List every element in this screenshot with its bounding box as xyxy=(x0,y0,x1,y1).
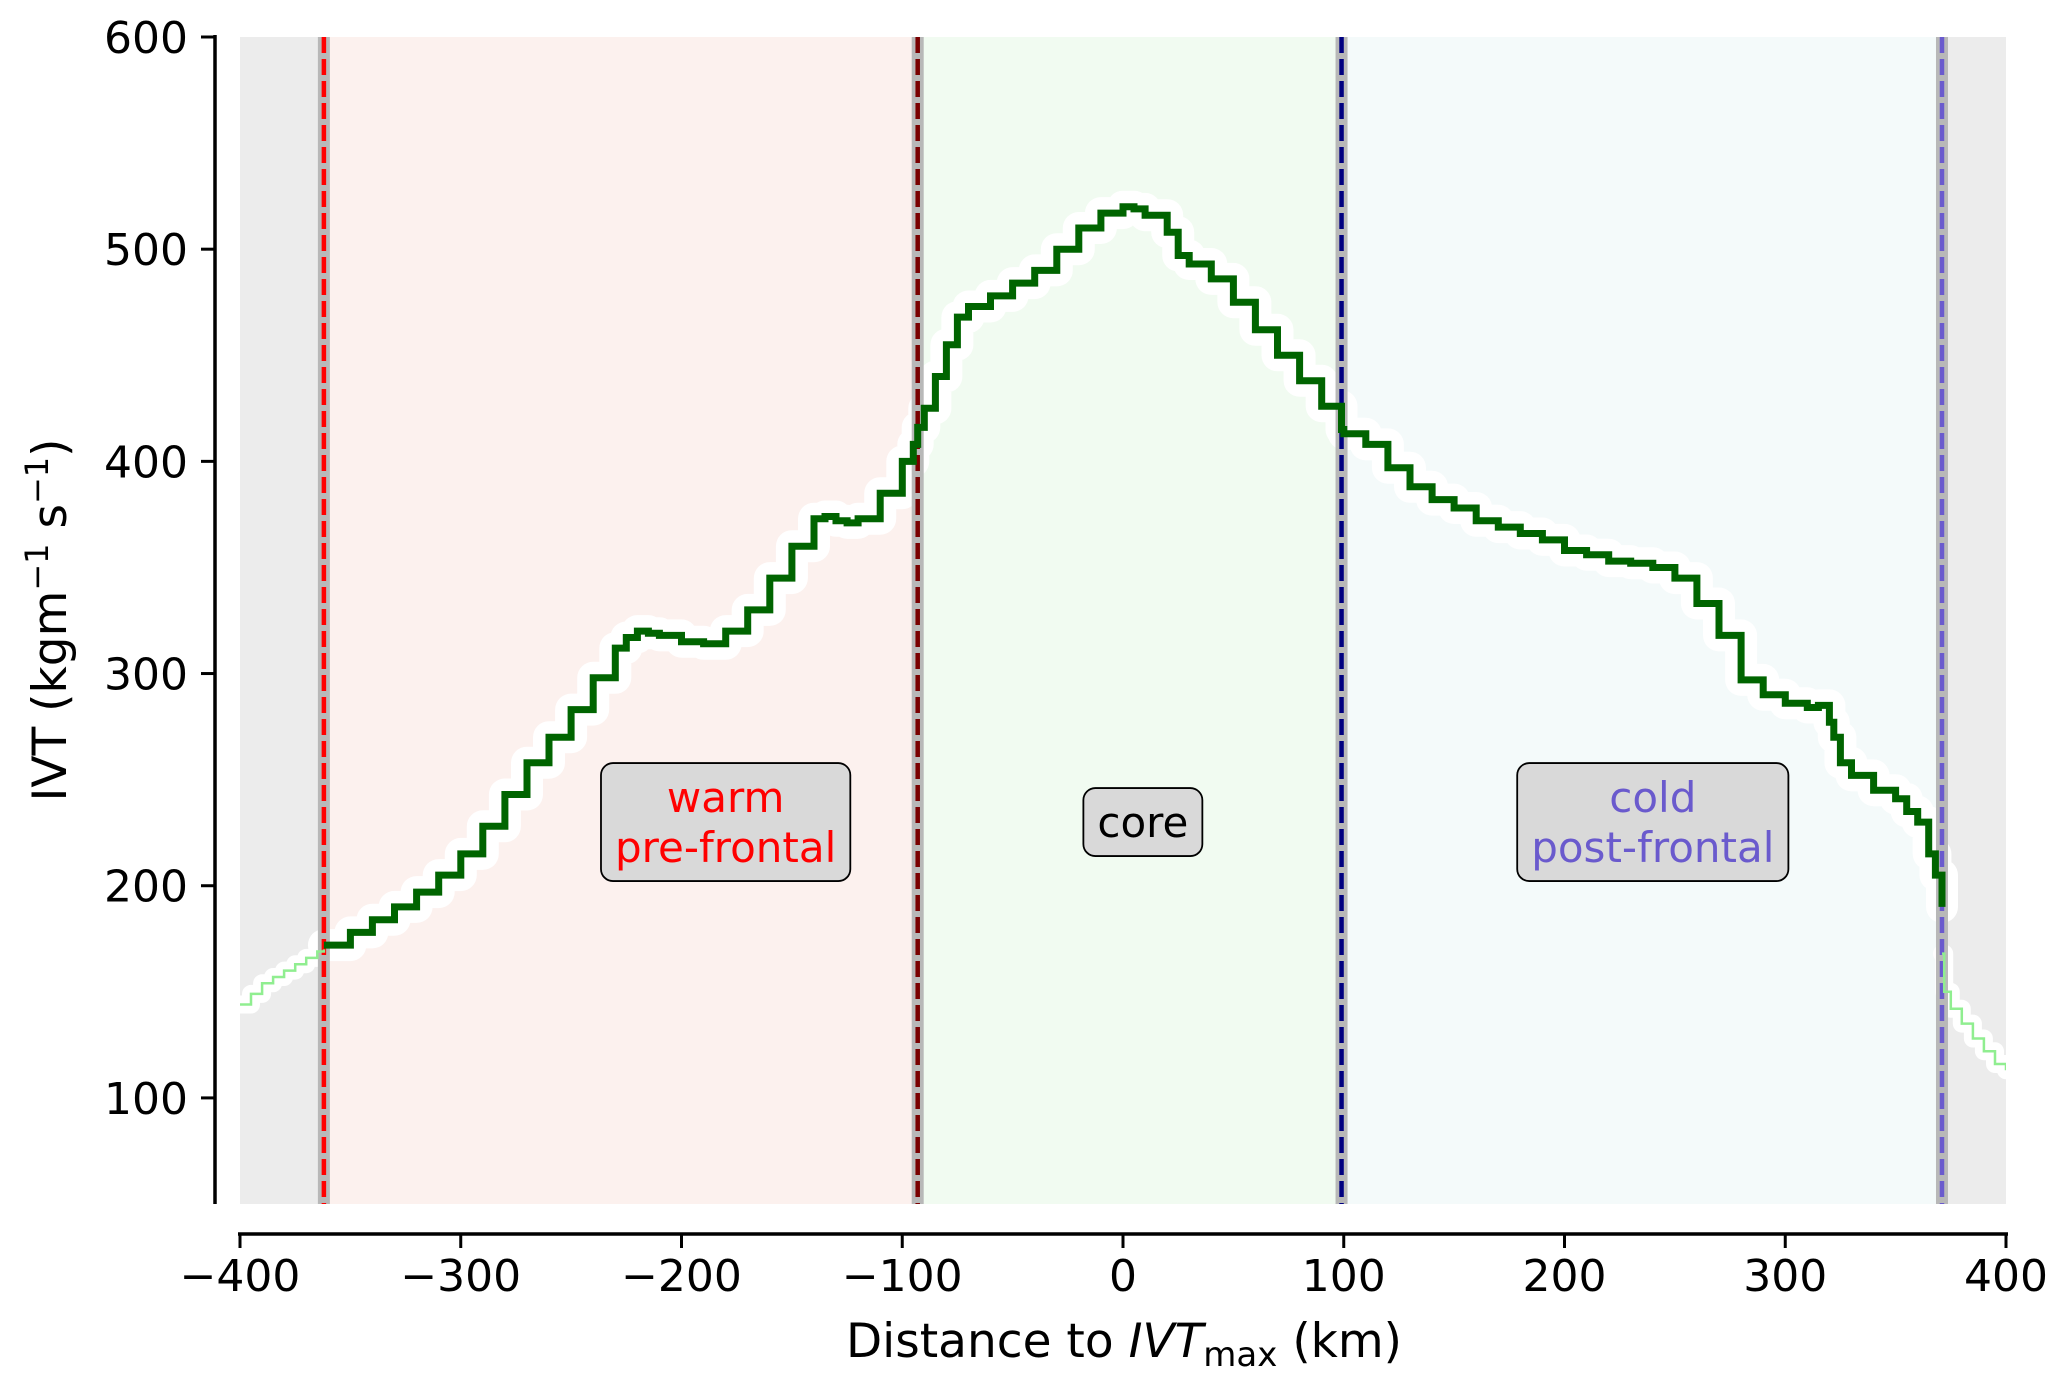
y-tick-label: 200 xyxy=(104,862,188,913)
x-tick-label: −100 xyxy=(842,1251,963,1302)
front-boundaries xyxy=(317,37,1948,1204)
y-axis-label-suffix: ) xyxy=(23,439,78,457)
label-box-cold xyxy=(1516,762,1790,882)
y-tick-label: 600 xyxy=(104,13,188,64)
label-box-core xyxy=(1082,787,1204,857)
x-axis-label-symbol: IVT xyxy=(1129,1314,1207,1369)
y-axis-label-sup2: −1 xyxy=(18,457,56,504)
series-outside-right xyxy=(1942,952,2006,1071)
x-axis-label-subscript: max xyxy=(1203,1335,1277,1375)
label-warm-line: pre-frontal xyxy=(615,823,836,872)
x-axis-label: Distance to IVTmax (km) xyxy=(846,1314,1402,1375)
y-tick-label: 300 xyxy=(104,650,188,701)
x-tick-label: 0 xyxy=(1109,1251,1137,1302)
label-cold-line: cold xyxy=(1609,773,1696,822)
y-axis-label: IVT (kgm−1 s−1) xyxy=(18,439,78,802)
region-warm xyxy=(323,37,918,1204)
label-box-warm xyxy=(600,762,852,882)
label-warm-line: warm xyxy=(667,773,785,822)
axes: −400 −300 −200 −100 0 100 200 300 400 100 200 300 40… xyxy=(104,13,2048,1302)
x-tick-label: −400 xyxy=(180,1251,301,1302)
y-axis-label-prefix: IVT (kgm xyxy=(23,591,78,802)
x-axis-label-prefix: Distance to xyxy=(846,1314,1129,1369)
y-axis-label-sup1: −1 xyxy=(18,543,56,590)
label-core-line: core xyxy=(1097,798,1188,847)
label-core: core xyxy=(1082,787,1204,857)
x-tick-label: 200 xyxy=(1523,1251,1607,1302)
x-tick-label: 300 xyxy=(1743,1251,1827,1302)
x-tick-label: 100 xyxy=(1302,1251,1386,1302)
y-tick-label: 500 xyxy=(104,225,188,276)
region-outside-left xyxy=(240,37,324,1204)
series-inside xyxy=(323,203,1946,949)
x-tick-label: 400 xyxy=(1964,1251,2048,1302)
y-tick-label: 100 xyxy=(104,1074,188,1125)
ivt-series xyxy=(240,203,2006,1071)
x-axis-label-suffix: (km) xyxy=(1277,1314,1402,1369)
region-cold xyxy=(1341,37,1942,1204)
x-tick-label: −300 xyxy=(400,1251,521,1302)
y-tick-label: 400 xyxy=(104,437,188,488)
region-shading xyxy=(240,37,2006,1204)
x-tick-label: −200 xyxy=(621,1251,742,1302)
series-outside-left xyxy=(240,949,326,1006)
region-core xyxy=(917,37,1342,1204)
label-cold-line: post-frontal xyxy=(1531,823,1774,872)
y-axis-label-mid: s xyxy=(23,504,78,543)
